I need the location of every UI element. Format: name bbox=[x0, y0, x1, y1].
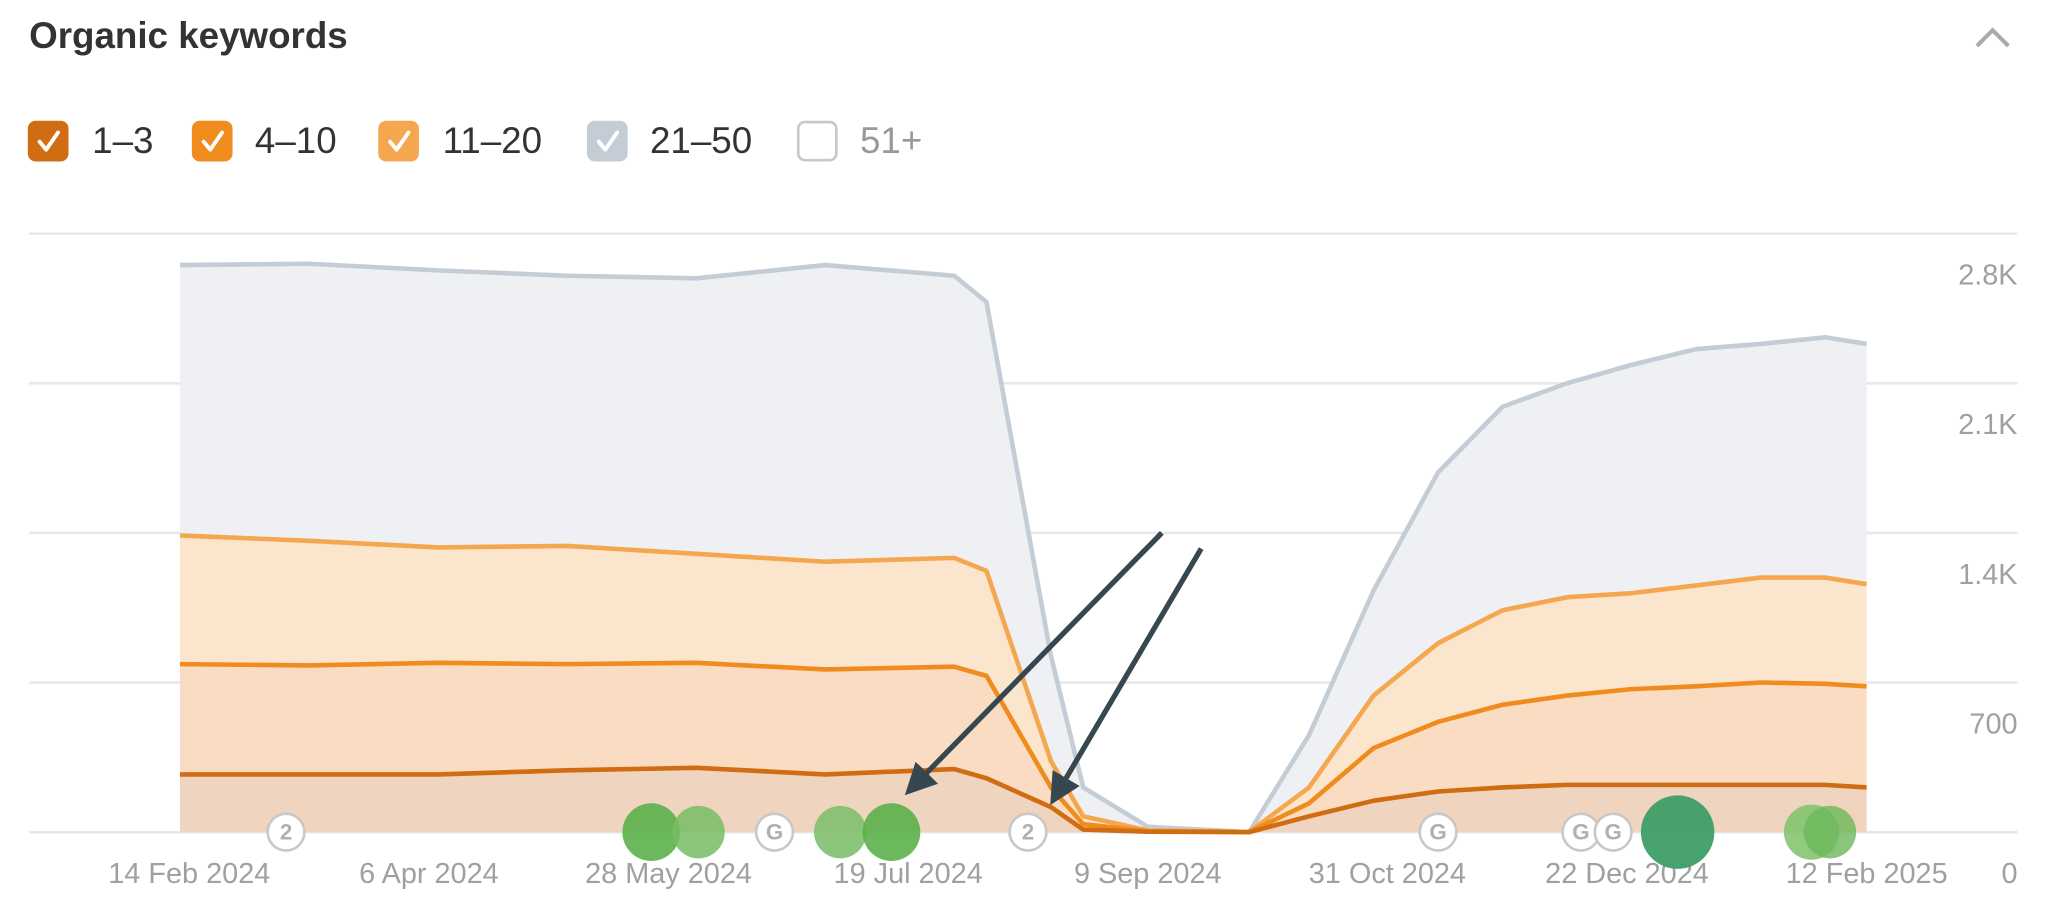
y-tick-label: 0 bbox=[2002, 858, 2018, 890]
y-tick-label: 2.1K bbox=[1958, 409, 2017, 441]
update-marker[interactable] bbox=[1640, 795, 1715, 869]
x-tick-label: 12 Feb 2025 bbox=[1786, 858, 1948, 890]
update-marker[interactable] bbox=[622, 803, 681, 861]
event-label: G bbox=[1572, 819, 1589, 844]
x-tick-label: 19 Jul 2024 bbox=[834, 858, 983, 890]
legend: 1–3 4–10 11–20 21–50 51+ bbox=[27, 120, 922, 162]
arrow bbox=[1050, 547, 1204, 806]
event-label: 2 bbox=[280, 819, 292, 844]
event-label: G bbox=[1605, 819, 1622, 844]
legend-label[interactable]: 11–20 bbox=[443, 120, 542, 161]
legend-checkbox[interactable] bbox=[191, 120, 233, 162]
checkmark bbox=[596, 130, 620, 152]
checkmark bbox=[388, 130, 411, 152]
legend-label[interactable]: 51+ bbox=[860, 120, 922, 161]
event-marker[interactable] bbox=[754, 812, 795, 852]
arrows bbox=[904, 531, 1204, 806]
legend-label[interactable]: 1–3 bbox=[92, 120, 153, 161]
x-tick-label: 9 Sep 2024 bbox=[1074, 858, 1222, 890]
checkmark bbox=[201, 130, 225, 152]
arrow bbox=[904, 531, 1164, 796]
legend-checkbox[interactable] bbox=[796, 120, 838, 162]
event-marker[interactable] bbox=[1418, 812, 1458, 852]
legend-label[interactable]: 21–50 bbox=[650, 120, 752, 161]
area-band bbox=[180, 263, 1867, 833]
event-marker[interactable] bbox=[266, 812, 306, 852]
x-tick-label: 28 May 2024 bbox=[585, 858, 752, 890]
x-tick-label: 31 Oct 2024 bbox=[1309, 858, 1466, 890]
legend-checkbox[interactable] bbox=[27, 120, 69, 162]
y-tick-label: 2.8K bbox=[1958, 260, 2017, 292]
y-tick-label: 700 bbox=[1969, 708, 2017, 740]
x-tick-label: 14 Feb 2024 bbox=[108, 858, 270, 890]
event-label: G bbox=[766, 819, 783, 844]
legend-checkbox[interactable] bbox=[586, 120, 628, 162]
collapse-caret[interactable] bbox=[1975, 27, 2010, 48]
update-marker[interactable] bbox=[1803, 805, 1857, 859]
x-tick-label: 6 Apr 2024 bbox=[359, 858, 499, 890]
update-marker[interactable] bbox=[862, 803, 921, 861]
event-marker[interactable] bbox=[1593, 812, 1633, 852]
update-markers bbox=[622, 795, 1857, 869]
chart-title: Organic keywords bbox=[29, 15, 348, 56]
legend-checkbox[interactable] bbox=[378, 120, 419, 162]
y-tick-label: 1.4K bbox=[1958, 559, 2017, 591]
legend-label[interactable]: 4–10 bbox=[255, 120, 337, 161]
event-label: G bbox=[1429, 819, 1446, 844]
series-line bbox=[180, 765, 1867, 835]
event-label: 2 bbox=[1022, 819, 1034, 844]
checkmark bbox=[37, 130, 60, 152]
event-marker[interactable] bbox=[1008, 812, 1048, 852]
lines bbox=[179, 261, 1867, 835]
update-marker[interactable] bbox=[672, 805, 725, 859]
update-marker[interactable] bbox=[814, 805, 867, 859]
